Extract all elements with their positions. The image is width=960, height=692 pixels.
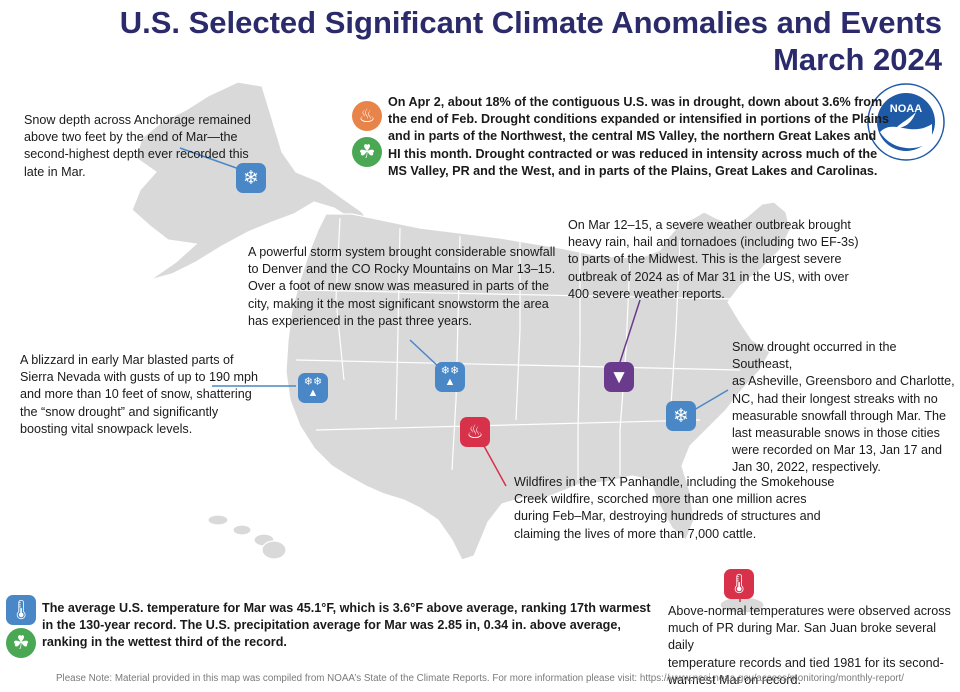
contiguous-us-shape: [285, 201, 791, 561]
leader-wildfire: [483, 445, 507, 487]
drought-text: On Apr 2, about 18% of the contiguous U.…: [388, 95, 889, 178]
thermometer-icon: 🌡: [724, 569, 754, 599]
hawaii-island-4: [261, 540, 287, 560]
title-line-1: U.S. Selected Significant Climate Anomal…: [119, 5, 942, 40]
footer-note: Please Note: Material provided in this m…: [56, 673, 904, 684]
puerto-rico-text: Above-normal temperatures were observed …: [668, 604, 951, 687]
hawaii-island-2: [232, 524, 252, 536]
leader-southeast: [693, 389, 729, 411]
leader-anchorage: [179, 147, 243, 171]
tornado-icon: ▼: [604, 362, 634, 392]
state-borders: [295, 217, 781, 480]
thermometer-icon: 🌡: [6, 595, 36, 625]
svg-text:NOAA: NOAA: [890, 103, 922, 115]
denver-text: A powerful storm system brought consider…: [248, 245, 556, 328]
leader-denver: [409, 339, 441, 369]
page-title: U.S. Selected Significant Climate Anomal…: [120, 4, 942, 78]
leader-midwest: [619, 299, 641, 363]
fire-icon: ♨: [460, 417, 490, 447]
wildfire-text: Wildfires in the TX Panhandle, including…: [514, 475, 835, 541]
wet-icon: ☘: [6, 628, 36, 658]
hawaii-island-1: [207, 514, 229, 526]
wet-icon: ☘: [352, 137, 382, 167]
noaa-logo: NOAA: [867, 83, 945, 161]
snowstorm-icon: ❄❄ ▲: [435, 362, 465, 392]
anchorage-text: Snow depth across Anchorage remained abo…: [24, 113, 251, 179]
title-line-2: March 2024: [773, 42, 942, 77]
midwest-text: On Mar 12–15, a severe weather outbreak …: [568, 218, 859, 301]
national-text: The average U.S. temperature for Mar was…: [42, 601, 651, 650]
snowflake-icon: ❄: [666, 401, 696, 431]
drought-icon: ♨: [352, 101, 382, 131]
snowflake-icon: ❄: [236, 163, 266, 193]
southeast-text: Snow drought occurred in the Southeast, …: [732, 340, 955, 475]
sierra-text: A blizzard in early Mar blasted parts of…: [20, 353, 259, 436]
snowstorm-icon: ❄❄ ▲: [298, 373, 328, 403]
